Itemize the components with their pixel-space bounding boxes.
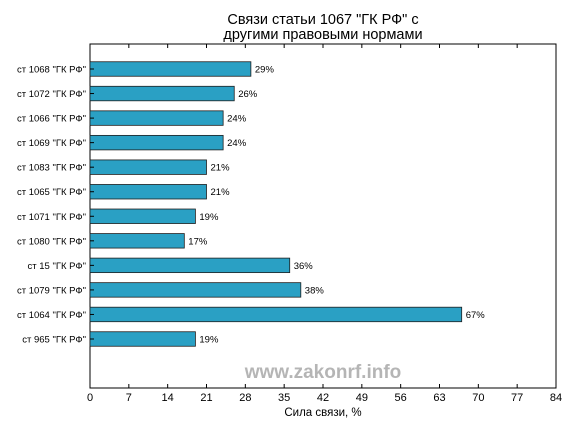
chart-title-line: другими правовыми нормами (223, 27, 422, 43)
bar (89, 134, 224, 151)
x-tick-label: 0 (87, 392, 93, 404)
category-label: ст 1071 "ГК РФ" (17, 212, 86, 223)
bar-value-label: 67% (466, 310, 486, 321)
x-tick-label: 28 (239, 392, 251, 404)
bar-value-label: 24% (227, 138, 247, 149)
x-tick-label: 70 (472, 392, 484, 404)
bar (89, 159, 207, 175)
category-label: ст 15 "ГК РФ" (28, 261, 86, 272)
bar (89, 233, 185, 249)
bar (89, 331, 196, 347)
category-label: ст 1080 "ГК РФ" (17, 236, 86, 247)
bar (89, 110, 224, 126)
bar (89, 61, 252, 77)
bar-value-label: 17% (188, 236, 208, 247)
category-label: ст 965 "ГК РФ" (22, 335, 86, 346)
bar (89, 257, 291, 274)
bar-value-label: 19% (199, 212, 219, 223)
x-tick-label: 49 (356, 392, 368, 404)
bar (89, 306, 463, 323)
bar (89, 282, 302, 298)
bar-value-label: 26% (238, 89, 258, 100)
x-tick-label: 56 (395, 392, 407, 404)
bar-value-label: 21% (211, 163, 231, 174)
x-tick-label: 77 (511, 392, 523, 404)
category-label: ст 1068 "ГК РФ" (17, 65, 86, 76)
category-label: ст 1079 "ГК РФ" (17, 285, 86, 296)
bars (89, 61, 463, 347)
x-tick-label: 14 (162, 392, 174, 404)
bar-value-label: 21% (211, 187, 231, 198)
chart-title-line: Связи статьи 1067 "ГК РФ" с (227, 12, 418, 28)
watermark: www.zakonrf.info (244, 362, 402, 383)
x-tick-label: 35 (278, 392, 290, 404)
value-labels: 29% 26% 24% 24% 21% 21% 19% 17% 36% 38% 67% 19% (188, 65, 485, 346)
category-label: ст 1064 "ГК РФ" (17, 310, 86, 321)
category-label: ст 1066 "ГК РФ" (17, 114, 86, 125)
bar (89, 184, 207, 200)
x-tick-label: 7 (126, 392, 132, 404)
bar (89, 85, 235, 102)
category-labels: ст 1068 "ГК РФ" ст 1072 "ГК РФ" ст 1066 "Г… (17, 65, 94, 346)
bar-value-label: 24% (227, 114, 247, 125)
bar-value-label: 36% (294, 261, 314, 272)
x-tick-label: 63 (433, 392, 445, 404)
x-tick-label: 21 (200, 392, 212, 404)
x-tick-label: 42 (317, 392, 329, 404)
category-label: ст 1069 "ГК РФ" (17, 138, 86, 149)
category-label: ст 1072 "ГК РФ" (17, 89, 86, 100)
category-label: ст 1083 "ГК РФ" (17, 163, 86, 174)
bar (89, 208, 196, 224)
bar-value-label: 29% (255, 65, 275, 76)
bar-value-label: 19% (199, 335, 219, 346)
x-tick-label: 84 (550, 392, 562, 404)
x-axis-title: Сила связи, % (284, 407, 361, 419)
x-axis-ticks: 0 7 14 21 28 35 42 49 56 63 70 77 84 (87, 44, 562, 404)
bar-value-label: 38% (305, 285, 325, 296)
category-label: ст 1065 "ГК РФ" (17, 187, 86, 198)
